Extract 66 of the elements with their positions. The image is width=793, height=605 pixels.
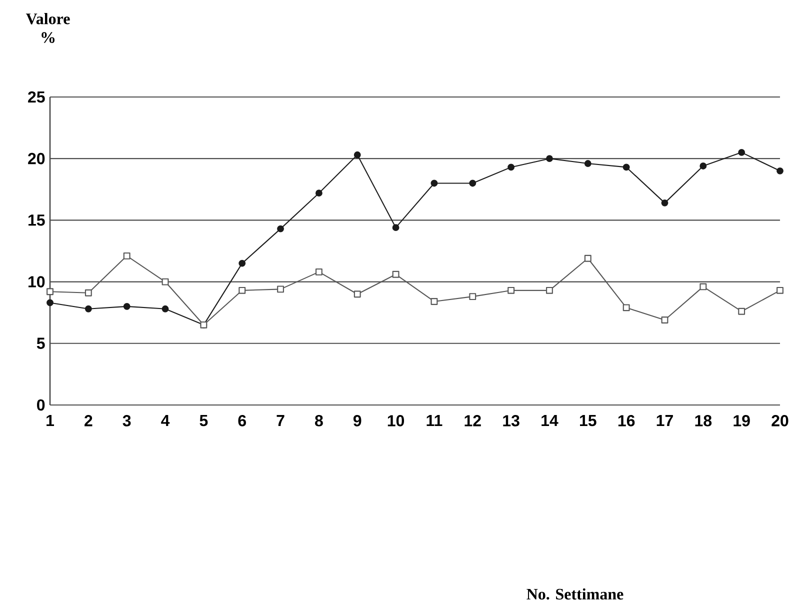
x-tick-label: 1 [46,415,54,426]
point [508,164,515,171]
point [622,164,630,171]
point [392,270,400,278]
y-tick-label: 5 [36,338,45,349]
point [277,286,284,293]
point [354,290,361,298]
y-axis-title: Valore % [26,12,70,43]
point [508,286,515,294]
point [738,308,746,315]
y-tick-label: 0 [37,399,45,411]
point [123,252,130,260]
point [776,286,784,294]
x-tick-label: 10 [388,415,404,426]
point [430,180,438,187]
x-tick-label: 9 [353,415,362,426]
point [700,283,707,290]
y-tick-label: 10 [28,276,45,288]
x-tick-label: 2 [84,415,92,426]
point [546,286,553,294]
x-tick-label: 19 [734,415,750,426]
point [546,155,553,162]
point [354,151,361,158]
point [661,199,668,206]
x-tick-label: 6 [238,415,246,426]
point [776,167,784,174]
point [700,162,707,170]
x-tick-label: 14 [542,415,558,426]
point [469,180,476,187]
y-tick-label: 20 [28,152,45,164]
point [584,254,592,262]
point [84,289,92,296]
x-tick-label: 17 [656,415,673,426]
point [661,316,668,324]
y-tick-label: 15 [28,214,45,226]
x-tick-label: 18 [695,415,712,426]
point [584,160,592,167]
point [277,225,284,232]
point [162,278,169,286]
point [315,190,322,197]
x-tick-label: 12 [464,415,481,426]
point [430,298,438,305]
point [738,148,746,156]
x-tick-label: 5 [200,415,208,426]
point [123,302,130,310]
point [238,260,246,267]
x-tick-label: 16 [618,415,635,426]
text: No. Settimane [526,588,624,600]
point [46,299,54,306]
point [46,288,54,296]
x-tick-label: 13 [503,415,520,426]
x-tick-label: 20 [772,415,788,426]
point [622,304,630,312]
x-tick-label: 3 [122,415,131,426]
point [392,224,400,232]
point [469,293,476,300]
point [162,305,169,312]
x-tick-label: 8 [315,415,323,426]
x-tick-label: 11 [426,415,442,426]
point [238,286,246,294]
point [84,305,92,312]
y-tick-label: 25 [28,91,45,103]
x-tick-label: 7 [276,415,284,426]
x-tick-label: 4 [161,415,170,426]
point [315,268,322,276]
x-tick-label: 15 [580,415,596,426]
